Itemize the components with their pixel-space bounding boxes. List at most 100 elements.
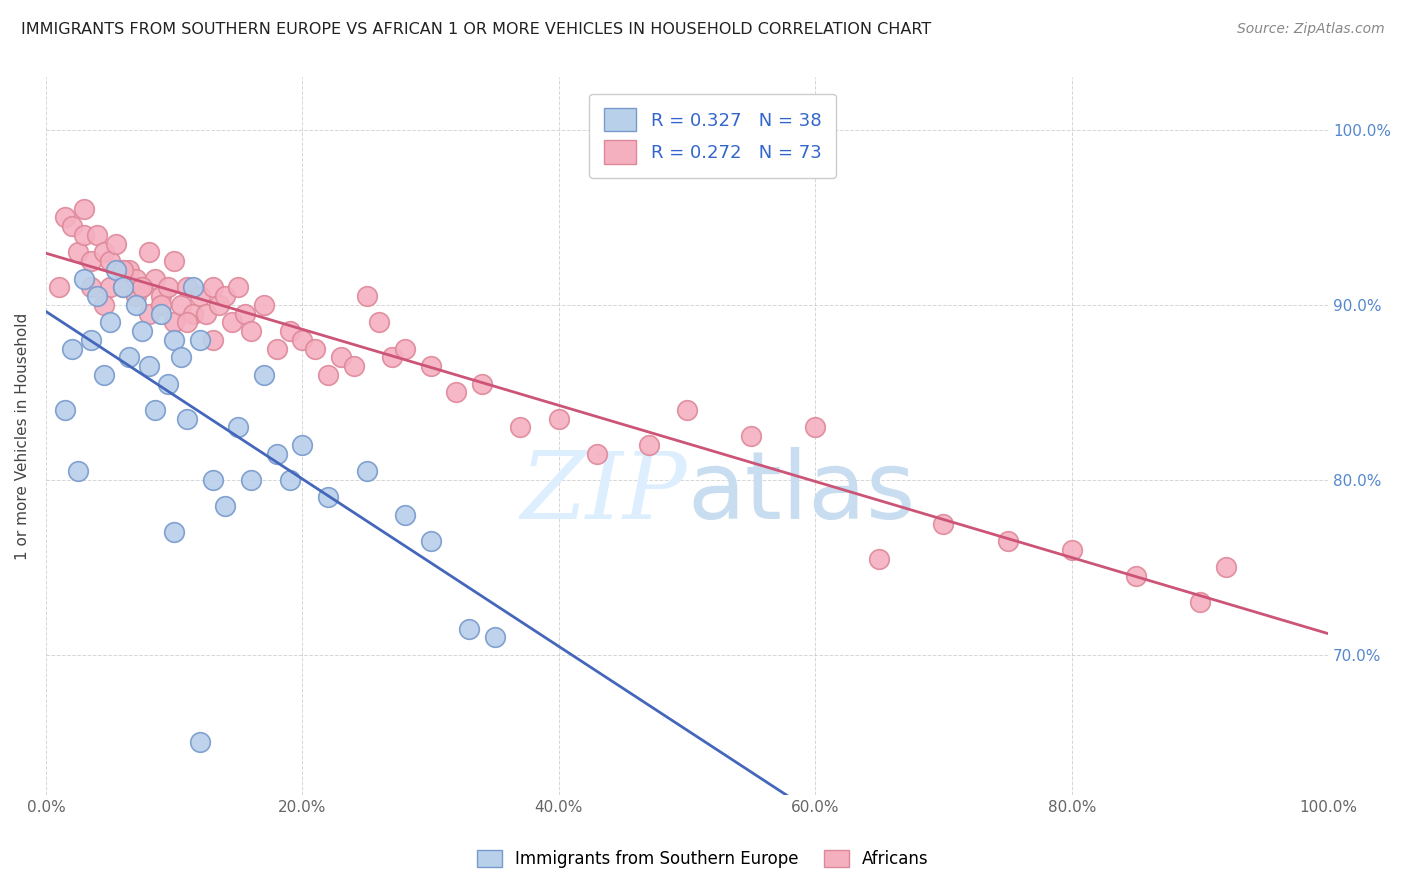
Point	[150, 289, 173, 303]
Point	[80, 280, 103, 294]
Point	[266, 446, 288, 460]
Text: atlas: atlas	[688, 448, 915, 540]
Point	[125, 289, 148, 303]
Point	[226, 280, 249, 294]
Point	[1125, 569, 1147, 583]
Point	[86, 289, 108, 303]
Point	[278, 324, 301, 338]
Point	[484, 630, 506, 644]
Point	[266, 342, 288, 356]
Point	[381, 351, 404, 365]
Point	[932, 516, 955, 531]
Text: IMMIGRANTS FROM SOUTHERN EUROPE VS AFRICAN 1 OR MORE VEHICLES IN HOUSEHOLD CORRE: IMMIGRANTS FROM SOUTHERN EUROPE VS AFRIC…	[21, 22, 931, 37]
Text: ZIP: ZIP	[520, 449, 688, 539]
Point	[80, 333, 103, 347]
Point	[740, 429, 762, 443]
Point	[138, 359, 160, 373]
Point	[446, 385, 468, 400]
Point	[1188, 595, 1211, 609]
Point	[291, 333, 314, 347]
Point	[111, 280, 134, 294]
Point	[547, 411, 569, 425]
Legend: R = 0.327   N = 38, R = 0.272   N = 73: R = 0.327 N = 38, R = 0.272 N = 73	[589, 94, 837, 178]
Point	[111, 263, 134, 277]
Point	[316, 368, 339, 382]
Point	[586, 446, 609, 460]
Point	[419, 359, 441, 373]
Point	[253, 298, 276, 312]
Point	[226, 420, 249, 434]
Point	[80, 254, 103, 268]
Point	[997, 534, 1019, 549]
Point	[868, 551, 890, 566]
Point	[150, 298, 173, 312]
Point	[163, 315, 186, 329]
Point	[169, 298, 191, 312]
Point	[98, 315, 121, 329]
Point	[804, 420, 827, 434]
Point	[105, 236, 128, 251]
Point	[240, 473, 263, 487]
Point	[105, 263, 128, 277]
Point	[176, 315, 198, 329]
Point	[676, 402, 699, 417]
Point	[637, 438, 659, 452]
Point	[368, 315, 391, 329]
Point	[240, 324, 263, 338]
Point	[118, 263, 141, 277]
Point	[163, 254, 186, 268]
Point	[183, 307, 205, 321]
Point	[98, 254, 121, 268]
Point	[253, 368, 276, 382]
Point	[201, 280, 224, 294]
Point	[201, 333, 224, 347]
Point	[208, 298, 231, 312]
Point	[394, 508, 416, 522]
Point	[356, 289, 378, 303]
Point	[138, 245, 160, 260]
Point	[356, 464, 378, 478]
Point	[163, 525, 186, 540]
Point	[60, 219, 83, 234]
Point	[131, 280, 153, 294]
Point	[93, 298, 115, 312]
Point	[143, 402, 166, 417]
Point	[156, 376, 179, 391]
Point	[118, 351, 141, 365]
Point	[48, 280, 70, 294]
Point	[131, 324, 153, 338]
Text: Source: ZipAtlas.com: Source: ZipAtlas.com	[1237, 22, 1385, 37]
Point	[93, 368, 115, 382]
Point	[394, 342, 416, 356]
Point	[111, 280, 134, 294]
Point	[221, 315, 243, 329]
Point	[73, 271, 96, 285]
Point	[150, 307, 173, 321]
Point	[176, 280, 198, 294]
Point	[73, 202, 96, 216]
Point	[188, 289, 211, 303]
Point	[143, 271, 166, 285]
Point	[163, 333, 186, 347]
Point	[1060, 542, 1083, 557]
Point	[201, 473, 224, 487]
Point	[176, 411, 198, 425]
Point	[214, 499, 236, 513]
Point	[156, 280, 179, 294]
Y-axis label: 1 or more Vehicles in Household: 1 or more Vehicles in Household	[15, 312, 30, 559]
Point	[138, 307, 160, 321]
Point	[66, 245, 89, 260]
Point	[169, 351, 191, 365]
Point	[188, 333, 211, 347]
Point	[183, 280, 205, 294]
Point	[188, 735, 211, 749]
Point	[60, 342, 83, 356]
Point	[278, 473, 301, 487]
Point	[195, 307, 218, 321]
Point	[304, 342, 326, 356]
Point	[316, 491, 339, 505]
Point	[329, 351, 352, 365]
Point	[233, 307, 256, 321]
Point	[131, 280, 153, 294]
Legend: Immigrants from Southern Europe, Africans: Immigrants from Southern Europe, African…	[471, 843, 935, 875]
